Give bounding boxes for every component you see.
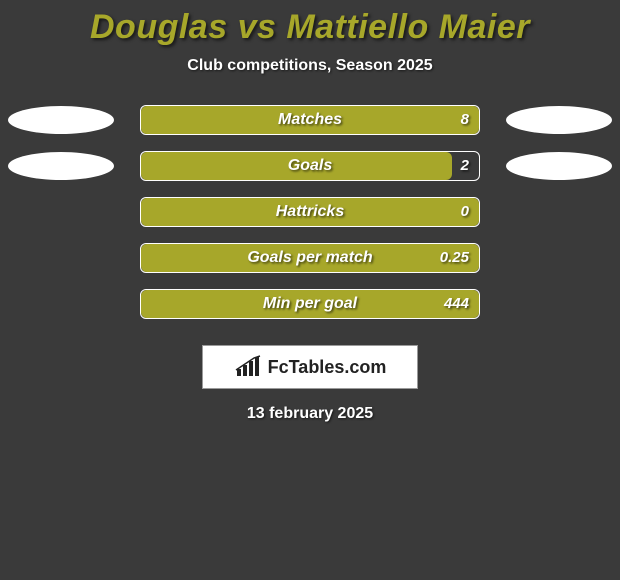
player-marker-right: [506, 152, 612, 180]
barchart-icon: [234, 355, 262, 379]
logo-text: FcTables.com: [268, 357, 387, 378]
chart-container: Douglas vs Mattiello Maier Club competit…: [0, 0, 620, 580]
player-marker-left: [8, 152, 114, 180]
subtitle: Club competitions, Season 2025: [0, 57, 620, 75]
bar-track: Goals per match0.25: [140, 243, 480, 273]
player-marker-right: [506, 106, 612, 134]
bar-track: Goals2: [140, 151, 480, 181]
stat-value: 8: [461, 111, 469, 128]
stat-value: 2: [461, 157, 469, 174]
stat-value: 0: [461, 203, 469, 220]
player-marker-left: [8, 106, 114, 134]
stat-row: Goals2: [0, 151, 620, 197]
stat-row: Matches8: [0, 105, 620, 151]
logo-box: FcTables.com: [202, 345, 418, 389]
date-label: 13 february 2025: [0, 405, 620, 423]
stat-row: Min per goal444: [0, 289, 620, 335]
bar-fill: [141, 244, 479, 272]
bar-fill: [141, 290, 479, 318]
bar-track: Min per goal444: [140, 289, 480, 319]
stat-value: 0.25: [440, 249, 469, 266]
stats-rows: Matches8 Goals2 Hattricks0 Goals per match0…: [0, 105, 620, 335]
bar-fill: [141, 106, 479, 134]
page-title: Douglas vs Mattiello Maier: [0, 8, 620, 47]
bar-fill: [141, 198, 479, 226]
stat-value: 444: [444, 295, 469, 312]
stat-row: Hattricks0: [0, 197, 620, 243]
bar-track: Matches8: [140, 105, 480, 135]
bar-track: Hattricks0: [140, 197, 480, 227]
stat-row: Goals per match0.25: [0, 243, 620, 289]
bar-fill: [141, 152, 452, 180]
